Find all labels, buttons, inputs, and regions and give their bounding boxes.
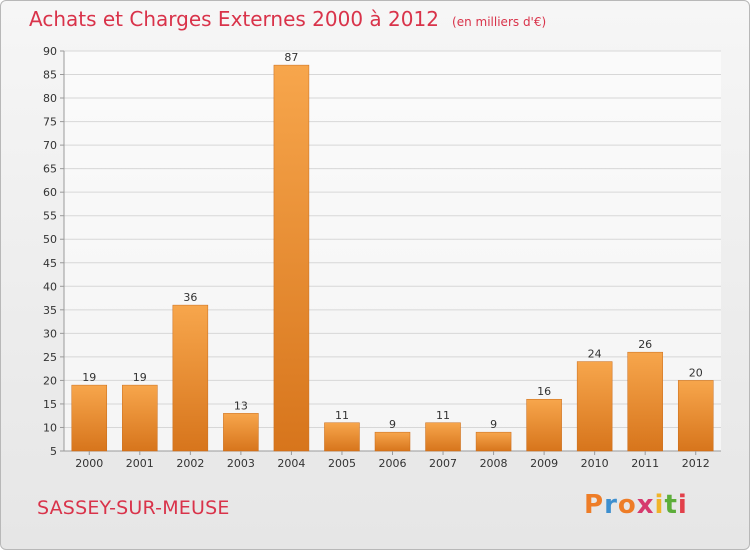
x-tick-label-2007: 2007 — [429, 457, 457, 470]
y-tick-label: 55 — [43, 210, 57, 223]
brand-letter: o — [617, 490, 637, 520]
y-tick-label: 15 — [43, 398, 57, 411]
bar-2008 — [475, 431, 512, 452]
value-label-2011: 26 — [638, 338, 652, 351]
value-label-2004: 87 — [284, 51, 298, 64]
bar-2011 — [627, 351, 663, 452]
brand-letter: x — [636, 490, 655, 520]
bar-2010 — [576, 361, 613, 452]
y-tick-label: 35 — [43, 304, 57, 317]
plot-area — [64, 51, 721, 451]
brand-letter: P — [584, 490, 605, 520]
x-tick-label-2012: 2012 — [682, 457, 710, 470]
proxiti-logo: Proxiti — [584, 490, 688, 520]
place-name: SASSEY-SUR-MEUSE — [37, 497, 230, 519]
bar-2003 — [223, 413, 259, 452]
brand-letter: t — [664, 490, 678, 520]
brand-letter: i — [654, 490, 665, 520]
value-label-2009: 16 — [537, 385, 551, 398]
bar-2001 — [122, 384, 158, 452]
chart-title: Achats et Charges Externes 2000 à 2012 — [29, 7, 439, 31]
value-label-2010: 24 — [588, 348, 602, 361]
x-tick-label-2000: 2000 — [75, 457, 103, 470]
y-tick-label: 70 — [43, 139, 57, 152]
brand-letter: i — [677, 490, 688, 520]
bar-2002 — [172, 304, 209, 452]
value-label-2007: 11 — [436, 409, 450, 422]
y-tick-label: 90 — [43, 45, 57, 58]
bar-2004 — [273, 64, 310, 452]
y-tick-label: 80 — [43, 92, 57, 105]
y-tick-label: 60 — [43, 186, 57, 199]
y-tick-label: 40 — [43, 280, 57, 293]
title-row: Achats et Charges Externes 2000 à 2012 (… — [29, 7, 546, 31]
y-tick-label: 50 — [43, 233, 57, 246]
x-tick-label-2005: 2005 — [328, 457, 356, 470]
y-tick-label: 10 — [43, 421, 57, 434]
x-tick-label-2011: 2011 — [631, 457, 659, 470]
y-tick-label: 5 — [50, 445, 57, 458]
y-tick-label: 25 — [43, 351, 57, 364]
bar-2000 — [71, 384, 108, 452]
value-label-2000: 19 — [82, 371, 96, 384]
value-label-2012: 20 — [689, 366, 703, 379]
x-tick-label-2008: 2008 — [480, 457, 508, 470]
bar-2007 — [425, 422, 461, 452]
x-tick-label-2001: 2001 — [126, 457, 154, 470]
value-label-2002: 36 — [183, 291, 197, 304]
y-tick-label: 45 — [43, 257, 57, 270]
x-tick-label-2003: 2003 — [227, 457, 255, 470]
y-tick-label: 30 — [43, 327, 57, 340]
value-label-2001: 19 — [133, 371, 147, 384]
x-tick-label-2010: 2010 — [581, 457, 609, 470]
brand-letter: r — [604, 490, 618, 520]
bar-2006 — [374, 431, 411, 452]
value-label-2006: 9 — [389, 418, 396, 431]
x-tick-label-2006: 2006 — [379, 457, 407, 470]
value-label-2008: 9 — [490, 418, 497, 431]
y-tick-label: 20 — [43, 374, 57, 387]
bar-2012 — [677, 380, 714, 452]
y-tick-label: 75 — [43, 116, 57, 129]
y-tick-label: 85 — [43, 69, 57, 82]
bar-2009 — [526, 398, 562, 452]
value-label-2003: 13 — [234, 399, 248, 412]
x-tick-label-2004: 2004 — [277, 457, 305, 470]
x-tick-label-2009: 2009 — [530, 457, 558, 470]
chart-unit-label: (en milliers d'€) — [452, 15, 547, 29]
bar-2005 — [324, 422, 360, 452]
y-tick-label: 65 — [43, 163, 57, 176]
value-label-2005: 11 — [335, 409, 349, 422]
x-tick-label-2002: 2002 — [176, 457, 204, 470]
